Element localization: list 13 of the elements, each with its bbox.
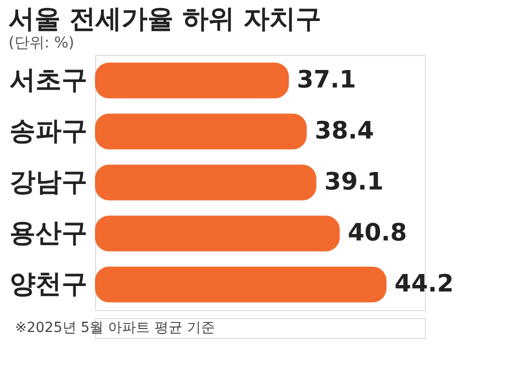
- y-tick-label: 강남구: [10, 168, 88, 198]
- data-label: 39.1: [324, 168, 384, 196]
- y-tick-label: 송파구: [10, 116, 88, 146]
- data-label: 40.8: [348, 218, 407, 246]
- data-label: 44.2: [394, 270, 454, 298]
- y-tick-label: 서초구: [10, 66, 88, 96]
- chart-title: 서울 전세가율 하위 자치구: [8, 4, 322, 34]
- chart-subtitle: (단위: %): [8, 34, 74, 52]
- data-label: 38.4: [314, 116, 374, 144]
- y-tick-label: 양천구: [10, 270, 88, 300]
- text: ※2025년 5월 아파트 평균 기준: [15, 320, 216, 336]
- y-tick-label: 용산구: [10, 218, 88, 248]
- data-label: 37.1: [296, 66, 356, 94]
